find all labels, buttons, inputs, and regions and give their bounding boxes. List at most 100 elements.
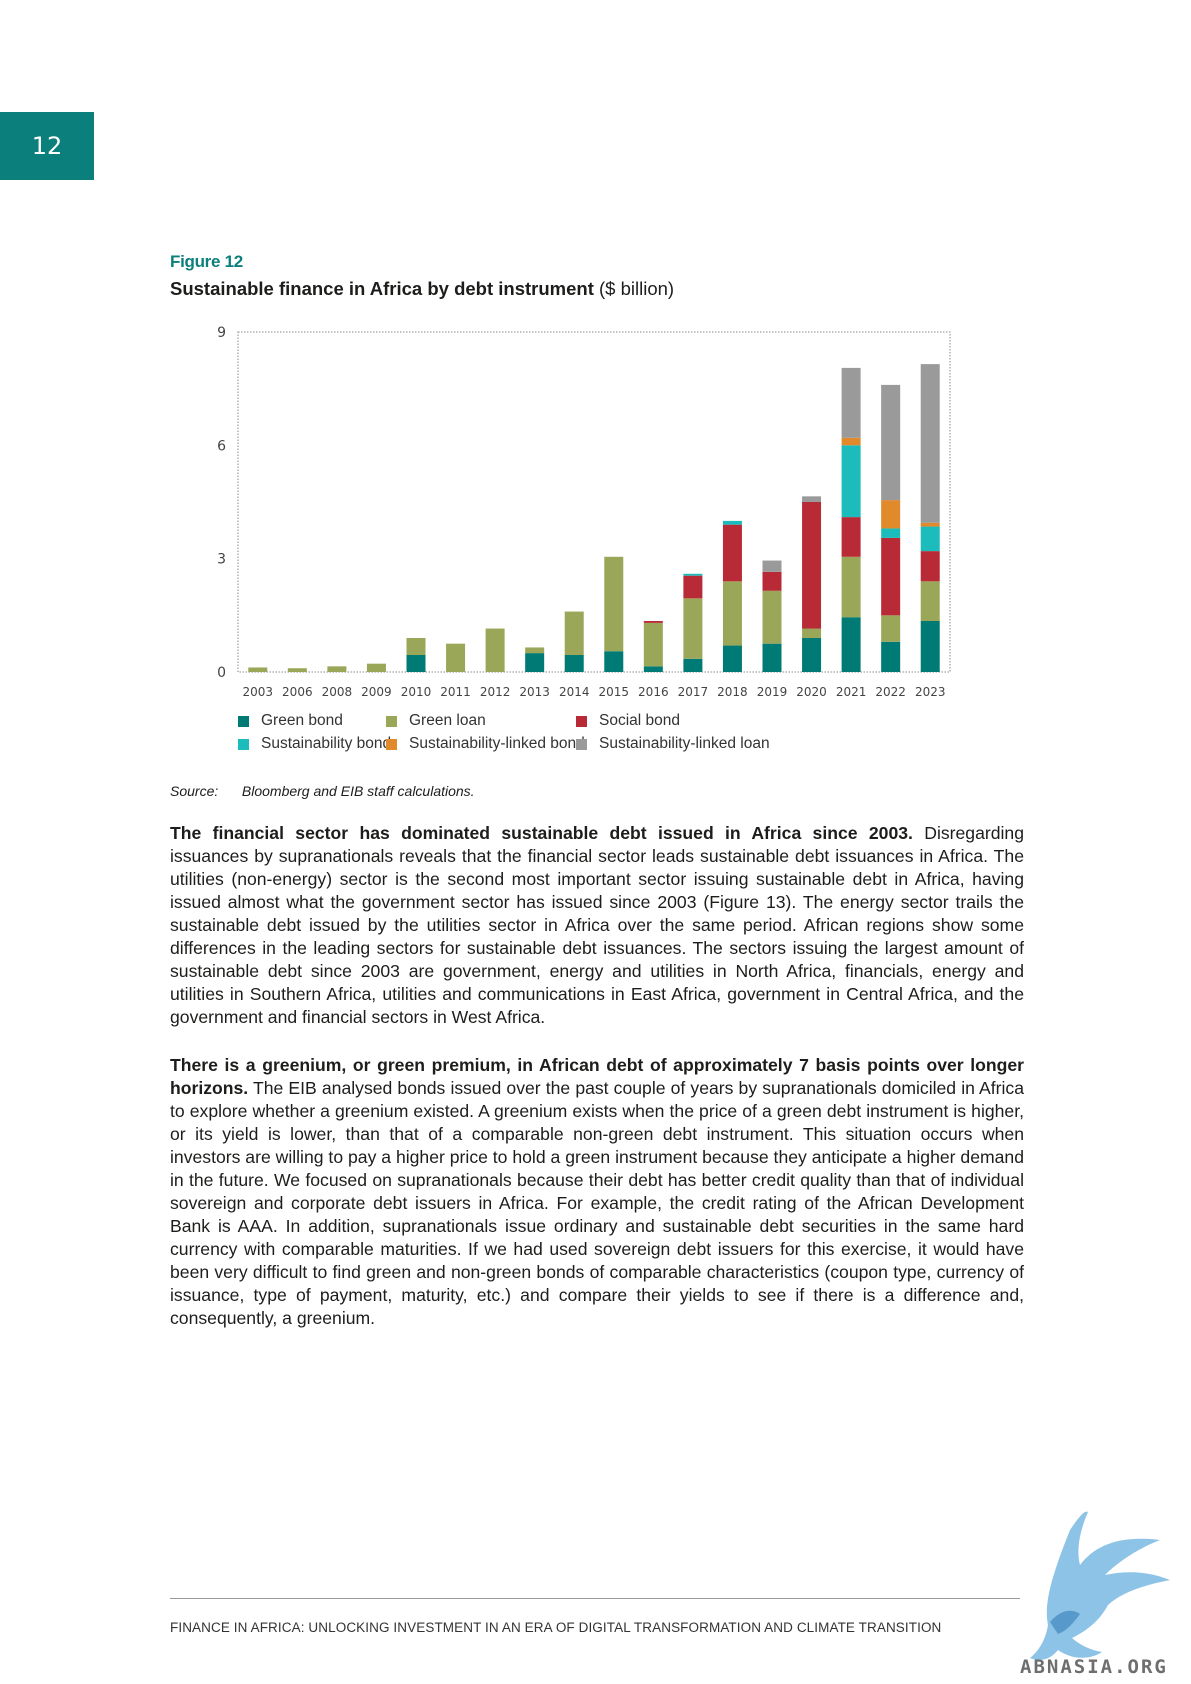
bar-segment-green-bond-2013 <box>525 653 545 672</box>
bar-segment-social-bond-2020 <box>802 502 822 629</box>
bar-segment-sustainability-bond-2021 <box>841 445 861 518</box>
page-number: 12 <box>0 112 94 180</box>
bar-segment-green-bond-2015 <box>604 651 624 672</box>
y-tick-label: 3 <box>217 552 226 568</box>
bar-segment-sustainability-linked-loan-2021 <box>841 367 861 438</box>
bar-segment-green-loan-2009 <box>366 663 386 672</box>
x-tick-label: 2012 <box>480 685 511 699</box>
bar-segment-green-bond-2014 <box>564 655 584 672</box>
bar-segment-green-loan-2010 <box>406 638 426 655</box>
bar-segment-social-bond-2018 <box>722 524 742 582</box>
x-tick-label: 2017 <box>678 685 709 699</box>
x-tick-label: 2006 <box>282 685 313 699</box>
bar-segment-sustainability-bond-2022 <box>881 528 901 538</box>
legend-swatch <box>386 715 397 727</box>
bar-segment-sustainability-linked-loan-2020 <box>802 496 822 502</box>
x-tick-label: 2009 <box>361 685 392 699</box>
legend-item-social-bond: Social bond <box>576 712 680 730</box>
bar-segment-green-loan-2018 <box>722 581 742 646</box>
legend-swatch <box>238 715 249 727</box>
x-tick-label: 2016 <box>638 685 669 699</box>
bar-segment-green-loan-2017 <box>683 598 703 659</box>
footer-title: FINANCE IN AFRICA: UNLOCKING INVESTMENT … <box>170 1620 942 1635</box>
figure-label: Figure 12 <box>170 252 243 271</box>
bar-segment-green-bond-2020 <box>802 638 822 672</box>
figure-title-unit: ($ billion) <box>599 278 675 299</box>
bar-segment-green-loan-2020 <box>802 628 822 638</box>
paragraph-body: Disregarding issuances by supranationals… <box>170 823 1024 1027</box>
bar-segment-sustainability-bond-2017 <box>683 573 703 576</box>
x-tick-label: 2011 <box>440 685 471 699</box>
source-text: Bloomberg and EIB staff calculations. <box>241 783 475 799</box>
bar-segment-green-loan-2021 <box>841 556 861 618</box>
bar-segment-green-bond-2018 <box>722 645 742 672</box>
legend-swatch <box>238 738 249 750</box>
x-tick-label: 2015 <box>599 685 630 699</box>
paragraph-financial-sector: The financial sector has dominated susta… <box>170 822 1024 1029</box>
winged-lion-logo-icon <box>1030 1511 1170 1660</box>
stacked-bar-chart: 0 3 6 9 2003 2006 2008 2009 2010 2011 2012 2013 201… <box>217 325 951 699</box>
paragraph-greenium: There is a greenium, or green premium, i… <box>170 1054 1024 1330</box>
bar-segment-sustainability-bond-2018 <box>722 520 742 525</box>
x-tick-label: 2014 <box>559 685 590 699</box>
bar-segment-green-bond-2019 <box>762 643 782 672</box>
bar-segment-sustainability-linked-bond-2022 <box>881 500 901 529</box>
x-tick-label: 2010 <box>401 685 432 699</box>
y-tick-label: 6 <box>217 438 226 454</box>
bar-segment-green-bond-2023 <box>920 621 940 672</box>
source-label: Source: <box>170 783 219 799</box>
plot-area-frame <box>237 331 951 673</box>
bar-segment-green-bond-2022 <box>881 641 901 672</box>
legend-item-green-loan: Green loan <box>386 712 486 730</box>
legend-label: Sustainability bond <box>261 735 392 752</box>
x-tick-label: 2021 <box>836 685 867 699</box>
paragraph-body: The EIB analysed bonds issued over the p… <box>170 1078 1024 1328</box>
x-tick-label: 2013 <box>519 685 550 699</box>
legend-label: Sustainability-linked bond <box>409 735 585 752</box>
legend-label: Green loan <box>409 712 486 729</box>
bar-segment-green-loan-2015 <box>604 556 624 652</box>
legend-swatch <box>386 738 397 750</box>
x-tick-label: 2023 <box>915 685 946 699</box>
bar-segment-social-bond-2021 <box>841 517 861 557</box>
x-tick-label: 2008 <box>322 685 353 699</box>
x-tick-label: 2022 <box>875 685 906 699</box>
legend-item-sustainability-linked-loan: Sustainability-linked loan <box>576 735 770 753</box>
bar-segment-social-bond-2016 <box>643 621 663 623</box>
bar-segment-green-loan-2023 <box>920 581 940 621</box>
legend-item-green-bond: Green bond <box>238 712 343 730</box>
bar-segment-green-bond-2010 <box>406 655 426 672</box>
y-tick-label: 0 <box>217 665 226 681</box>
legend-label: Green bond <box>261 712 343 729</box>
bar-segment-green-loan-2019 <box>762 590 782 644</box>
bar-segment-green-bond-2017 <box>683 658 703 672</box>
legend-swatch <box>576 738 587 750</box>
bar-segment-green-loan-2006 <box>287 668 307 672</box>
bar-segment-green-loan-2008 <box>327 666 347 672</box>
y-tick-label: 9 <box>217 325 226 341</box>
bar-segment-sustainability-linked-loan-2019 <box>762 560 782 572</box>
bar-segment-green-loan-2003 <box>248 667 268 672</box>
bar-segment-green-loan-2014 <box>564 611 584 655</box>
bar-segment-green-bond-2016 <box>643 666 663 672</box>
bar-segment-green-bond-2021 <box>841 617 861 672</box>
bar-segment-social-bond-2022 <box>881 537 901 616</box>
x-tick-label: 2018 <box>717 685 748 699</box>
bar-segment-sustainability-linked-loan-2022 <box>881 384 901 501</box>
bar-segment-social-bond-2023 <box>920 551 940 582</box>
x-tick-label: 2019 <box>757 685 788 699</box>
x-tick-label: 2020 <box>796 685 827 699</box>
bar-segment-sustainability-linked-loan-2023 <box>920 364 940 523</box>
footer-divider <box>170 1598 1020 1599</box>
bar-segment-green-loan-2011 <box>446 643 466 672</box>
bar-segment-social-bond-2019 <box>762 571 782 591</box>
bar-segment-sustainability-linked-bond-2021 <box>841 437 861 446</box>
paragraph-lead: The financial sector has dominated susta… <box>170 823 913 843</box>
bar-segment-green-loan-2016 <box>643 622 663 667</box>
bar-segment-green-loan-2012 <box>485 628 505 672</box>
paragraph-lead: There is a greenium, or green premium, i… <box>170 1055 1024 1098</box>
figure-title: Sustainable finance in Africa by debt in… <box>170 278 674 300</box>
figure-source: Source: Bloomberg and EIB staff calculat… <box>170 783 475 799</box>
watermark-text: ABNASIA.ORG <box>1020 1656 1168 1678</box>
bar-segment-social-bond-2017 <box>683 575 703 599</box>
